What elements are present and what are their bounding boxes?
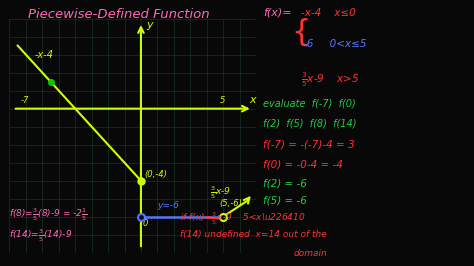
Text: f(2)  f(5)  f(8)  f(14): f(2) f(5) f(8) f(14)	[263, 118, 356, 128]
Text: f(2) = -6: f(2) = -6	[263, 178, 307, 188]
Text: Piecewise-Defined Function: Piecewise-Defined Function	[28, 8, 210, 21]
Text: f(14)=$\frac{3}{5}$(14)-9: f(14)=$\frac{3}{5}$(14)-9	[9, 227, 73, 244]
Text: $\frac{3}{5}$x-9: $\frac{3}{5}$x-9	[210, 185, 231, 201]
Text: f(-7) = -(-7)-4 = 3: f(-7) = -(-7)-4 = 3	[263, 140, 355, 150]
Text: f(14) undefined  x=14 out of the: f(14) undefined x=14 out of the	[180, 230, 327, 239]
Text: -7: -7	[21, 96, 29, 105]
Text: domain: domain	[294, 249, 328, 258]
Text: 5: 5	[220, 96, 225, 105]
Text: f(0) = -0-4 = -4: f(0) = -0-4 = -4	[263, 160, 343, 170]
Text: -6     0<x≤5: -6 0<x≤5	[303, 39, 367, 49]
Text: y: y	[146, 20, 153, 30]
Text: {: {	[292, 17, 311, 47]
Text: x: x	[249, 95, 256, 105]
Text: f(x)=: f(x)=	[263, 8, 292, 18]
Text: $\frac{3}{5}$x-9    x>5: $\frac{3}{5}$x-9 x>5	[301, 70, 359, 89]
Text: f(8)=$\frac{3}{5}$(8)-9 = -2$\frac{1}{5}$: f(8)=$\frac{3}{5}$(8)-9 = -2$\frac{1}{5}…	[9, 206, 88, 223]
Text: if f(x)=$\frac{3}{5}$x-9    5<x\u226410: if f(x)=$\frac{3}{5}$x-9 5<x\u226410	[180, 210, 306, 227]
Text: (0,-4): (0,-4)	[144, 170, 167, 179]
Text: -x-4: -x-4	[34, 50, 53, 60]
Text: -x-4    x≤0: -x-4 x≤0	[301, 8, 356, 18]
Text: (5,-6): (5,-6)	[220, 199, 243, 208]
Text: f(5) = -6: f(5) = -6	[263, 196, 307, 206]
Text: 0: 0	[143, 219, 148, 228]
Text: y=-6: y=-6	[157, 201, 179, 210]
Text: evaluate  f(-7)  f(0): evaluate f(-7) f(0)	[263, 98, 356, 109]
